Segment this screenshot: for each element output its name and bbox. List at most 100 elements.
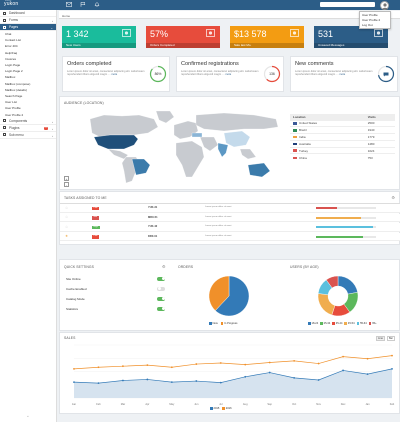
bar-chart-button[interactable]: Bar xyxy=(386,336,395,341)
task-row[interactable]: ☆ Mid MRX-51 Lorem ipsum dolor sit amet xyxy=(60,213,400,222)
star-filled-icon[interactable]: ★ xyxy=(65,234,69,239)
more-link[interactable]: more xyxy=(111,73,118,77)
sidebar-subitem[interactable]: Login Page 2 xyxy=(5,69,23,74)
sidebar-item-plugins[interactable]: Plugins 12 › xyxy=(0,125,56,132)
setting-toggle[interactable] xyxy=(157,276,165,281)
sales-panel: SALES Line Bar xyxy=(59,332,400,414)
bell-icon[interactable] xyxy=(94,2,100,7)
sidebar-subitem[interactable]: Mailbox xyxy=(5,75,16,80)
kpi-card: Orders completed Lorem ipsum dolor sit am… xyxy=(62,56,170,92)
task-progress-fill xyxy=(316,226,373,229)
task-row[interactable]: ☆ High YUK-42 Lorem ipsum dolor sit amet xyxy=(60,223,400,232)
flag-icon[interactable] xyxy=(80,2,86,7)
table-row[interactable]: India 1779 xyxy=(290,133,395,141)
sidebar-subitem[interactable]: Invoices xyxy=(5,56,17,61)
gear-icon[interactable]: ⚙ xyxy=(162,264,166,269)
map-region-russia xyxy=(195,112,279,132)
sidebar-subitem[interactable]: Mailbox (details) xyxy=(5,87,27,92)
stat-tile[interactable]: 1 342 New Users xyxy=(62,26,136,48)
setting-toggle[interactable] xyxy=(157,306,165,311)
x-tick-label: Dec xyxy=(341,402,346,406)
table-row[interactable]: Brazil 1940 xyxy=(290,126,395,134)
setting-toggle[interactable] xyxy=(157,286,165,291)
sidebar-subitem[interactable]: Chat xyxy=(5,32,12,37)
task-row[interactable]: ☆ Low YUK-31 Lorem ipsum dolor sit amet xyxy=(60,204,400,213)
world-map[interactable] xyxy=(64,109,284,185)
sidebar-item-components[interactable]: Components › xyxy=(0,118,56,125)
stat-tile[interactable]: $13 578 Sale last Mo. xyxy=(230,26,304,48)
map-region-india xyxy=(217,142,229,158)
map-zoom-out-button[interactable]: - xyxy=(64,182,69,187)
kpi-card: Confirmed registrations Lorem ipsum dolor… xyxy=(176,56,284,92)
visits-cell: 2500 xyxy=(364,119,395,127)
envelope-icon[interactable] xyxy=(66,2,72,7)
pie-slice xyxy=(325,275,339,289)
flag-icon xyxy=(293,122,297,125)
sidebar-submenu: Chat Contact List Error 404 Help/Faq Invoice… xyxy=(0,31,56,118)
data-point xyxy=(195,363,198,365)
legend-swatch xyxy=(344,322,347,325)
sidebar-subitem[interactable]: User Profile xyxy=(5,106,21,111)
sidebar-subitem[interactable]: Help/Faq xyxy=(5,50,18,55)
avatar[interactable] xyxy=(380,1,389,10)
stat-value: 531 xyxy=(318,29,334,39)
task-row[interactable]: ★ Low DRX-01 Lorem ipsum dolor sit amet xyxy=(60,232,400,241)
sidebar-subitem[interactable]: Contact List xyxy=(5,38,21,43)
sidebar-item-pages[interactable]: Pages ⌄ xyxy=(0,24,56,31)
x-tick-label: Feb xyxy=(96,402,101,406)
map-zoom-in-button[interactable]: + xyxy=(64,176,69,181)
task-progress-bar xyxy=(316,216,376,219)
column-header-location[interactable]: Location xyxy=(290,114,365,120)
sidebar-subitem[interactable]: Search Page xyxy=(5,93,23,98)
data-point xyxy=(219,381,222,384)
setting-toggle[interactable] xyxy=(157,296,165,301)
sidebar-subitem[interactable]: Login Page xyxy=(5,63,21,68)
sidebar-subitem[interactable]: User Profile 2 xyxy=(5,112,24,117)
x-tick-label: Jun xyxy=(194,402,199,406)
collapse-sidebar-button[interactable]: « xyxy=(27,414,29,418)
star-icon[interactable]: ☆ xyxy=(65,224,69,229)
map-region-middle-east xyxy=(199,136,219,152)
search-input[interactable] xyxy=(320,2,375,7)
setting-label: Catalog Mode xyxy=(66,297,85,301)
table-row[interactable]: Australia 1480 xyxy=(290,139,395,148)
sidebar-subitem[interactable]: User List xyxy=(5,100,17,105)
comment-icon xyxy=(377,72,395,78)
task-description: Lorem ipsum dolor sit amet xyxy=(205,234,232,237)
legend-label: 45-54 xyxy=(347,322,355,325)
sidebar-subitem[interactable]: Mailbox (compose) xyxy=(5,81,31,86)
task-description: Lorem ipsum dolor sit amet xyxy=(205,225,232,228)
star-icon[interactable]: ☆ xyxy=(65,215,69,220)
stat-tile[interactable]: 531 Unsaved Messages xyxy=(314,26,388,48)
line-chart-button[interactable]: Line xyxy=(376,336,385,341)
x-tick-label: Mar xyxy=(121,402,126,406)
task-id[interactable]: DRX-01 xyxy=(148,234,158,238)
data-point xyxy=(146,378,149,381)
table-row[interactable]: Turkey 1024 xyxy=(290,146,395,154)
sidebar-item-forms[interactable]: Forms › xyxy=(0,17,56,24)
more-link[interactable]: more xyxy=(339,73,346,77)
sidebar-item-dashboard[interactable]: Dashboard xyxy=(0,10,56,17)
x-tick-label: Nov xyxy=(316,402,321,406)
table-row[interactable]: China 753 xyxy=(290,153,395,161)
menu-item-user-profile-2[interactable]: User Profile 2 xyxy=(362,18,381,23)
settings-icon[interactable]: ⚙ xyxy=(391,195,395,200)
breadcrumb-bar xyxy=(59,11,400,19)
star-icon[interactable]: ☆ xyxy=(65,205,69,210)
table-row[interactable]: United States 2500 xyxy=(290,119,395,127)
setting-label: Cache Enabled xyxy=(66,287,87,291)
sidebar-subitem[interactable]: Error 404 xyxy=(5,44,18,49)
menu-item-logout[interactable]: Log Out xyxy=(362,23,373,28)
column-header-visits[interactable]: Visits xyxy=(364,114,395,120)
breadcrumb[interactable]: Home xyxy=(62,14,71,18)
task-id[interactable]: YUK-31 xyxy=(148,206,158,210)
menu-item-user-profile[interactable]: User Profile xyxy=(362,12,378,17)
sidebar-item-sub-menu[interactable]: Sub menu › xyxy=(0,132,56,139)
app-logo[interactable]: admin yukon xyxy=(4,0,18,7)
flag-icon xyxy=(293,129,297,132)
task-id[interactable]: MRX-51 xyxy=(148,215,158,219)
more-link[interactable]: more xyxy=(225,73,232,77)
task-id[interactable]: YUK-42 xyxy=(148,225,158,229)
stat-label: Sale last Mo. xyxy=(230,43,304,48)
stat-tile[interactable]: 57% Orders Completed xyxy=(146,26,220,48)
